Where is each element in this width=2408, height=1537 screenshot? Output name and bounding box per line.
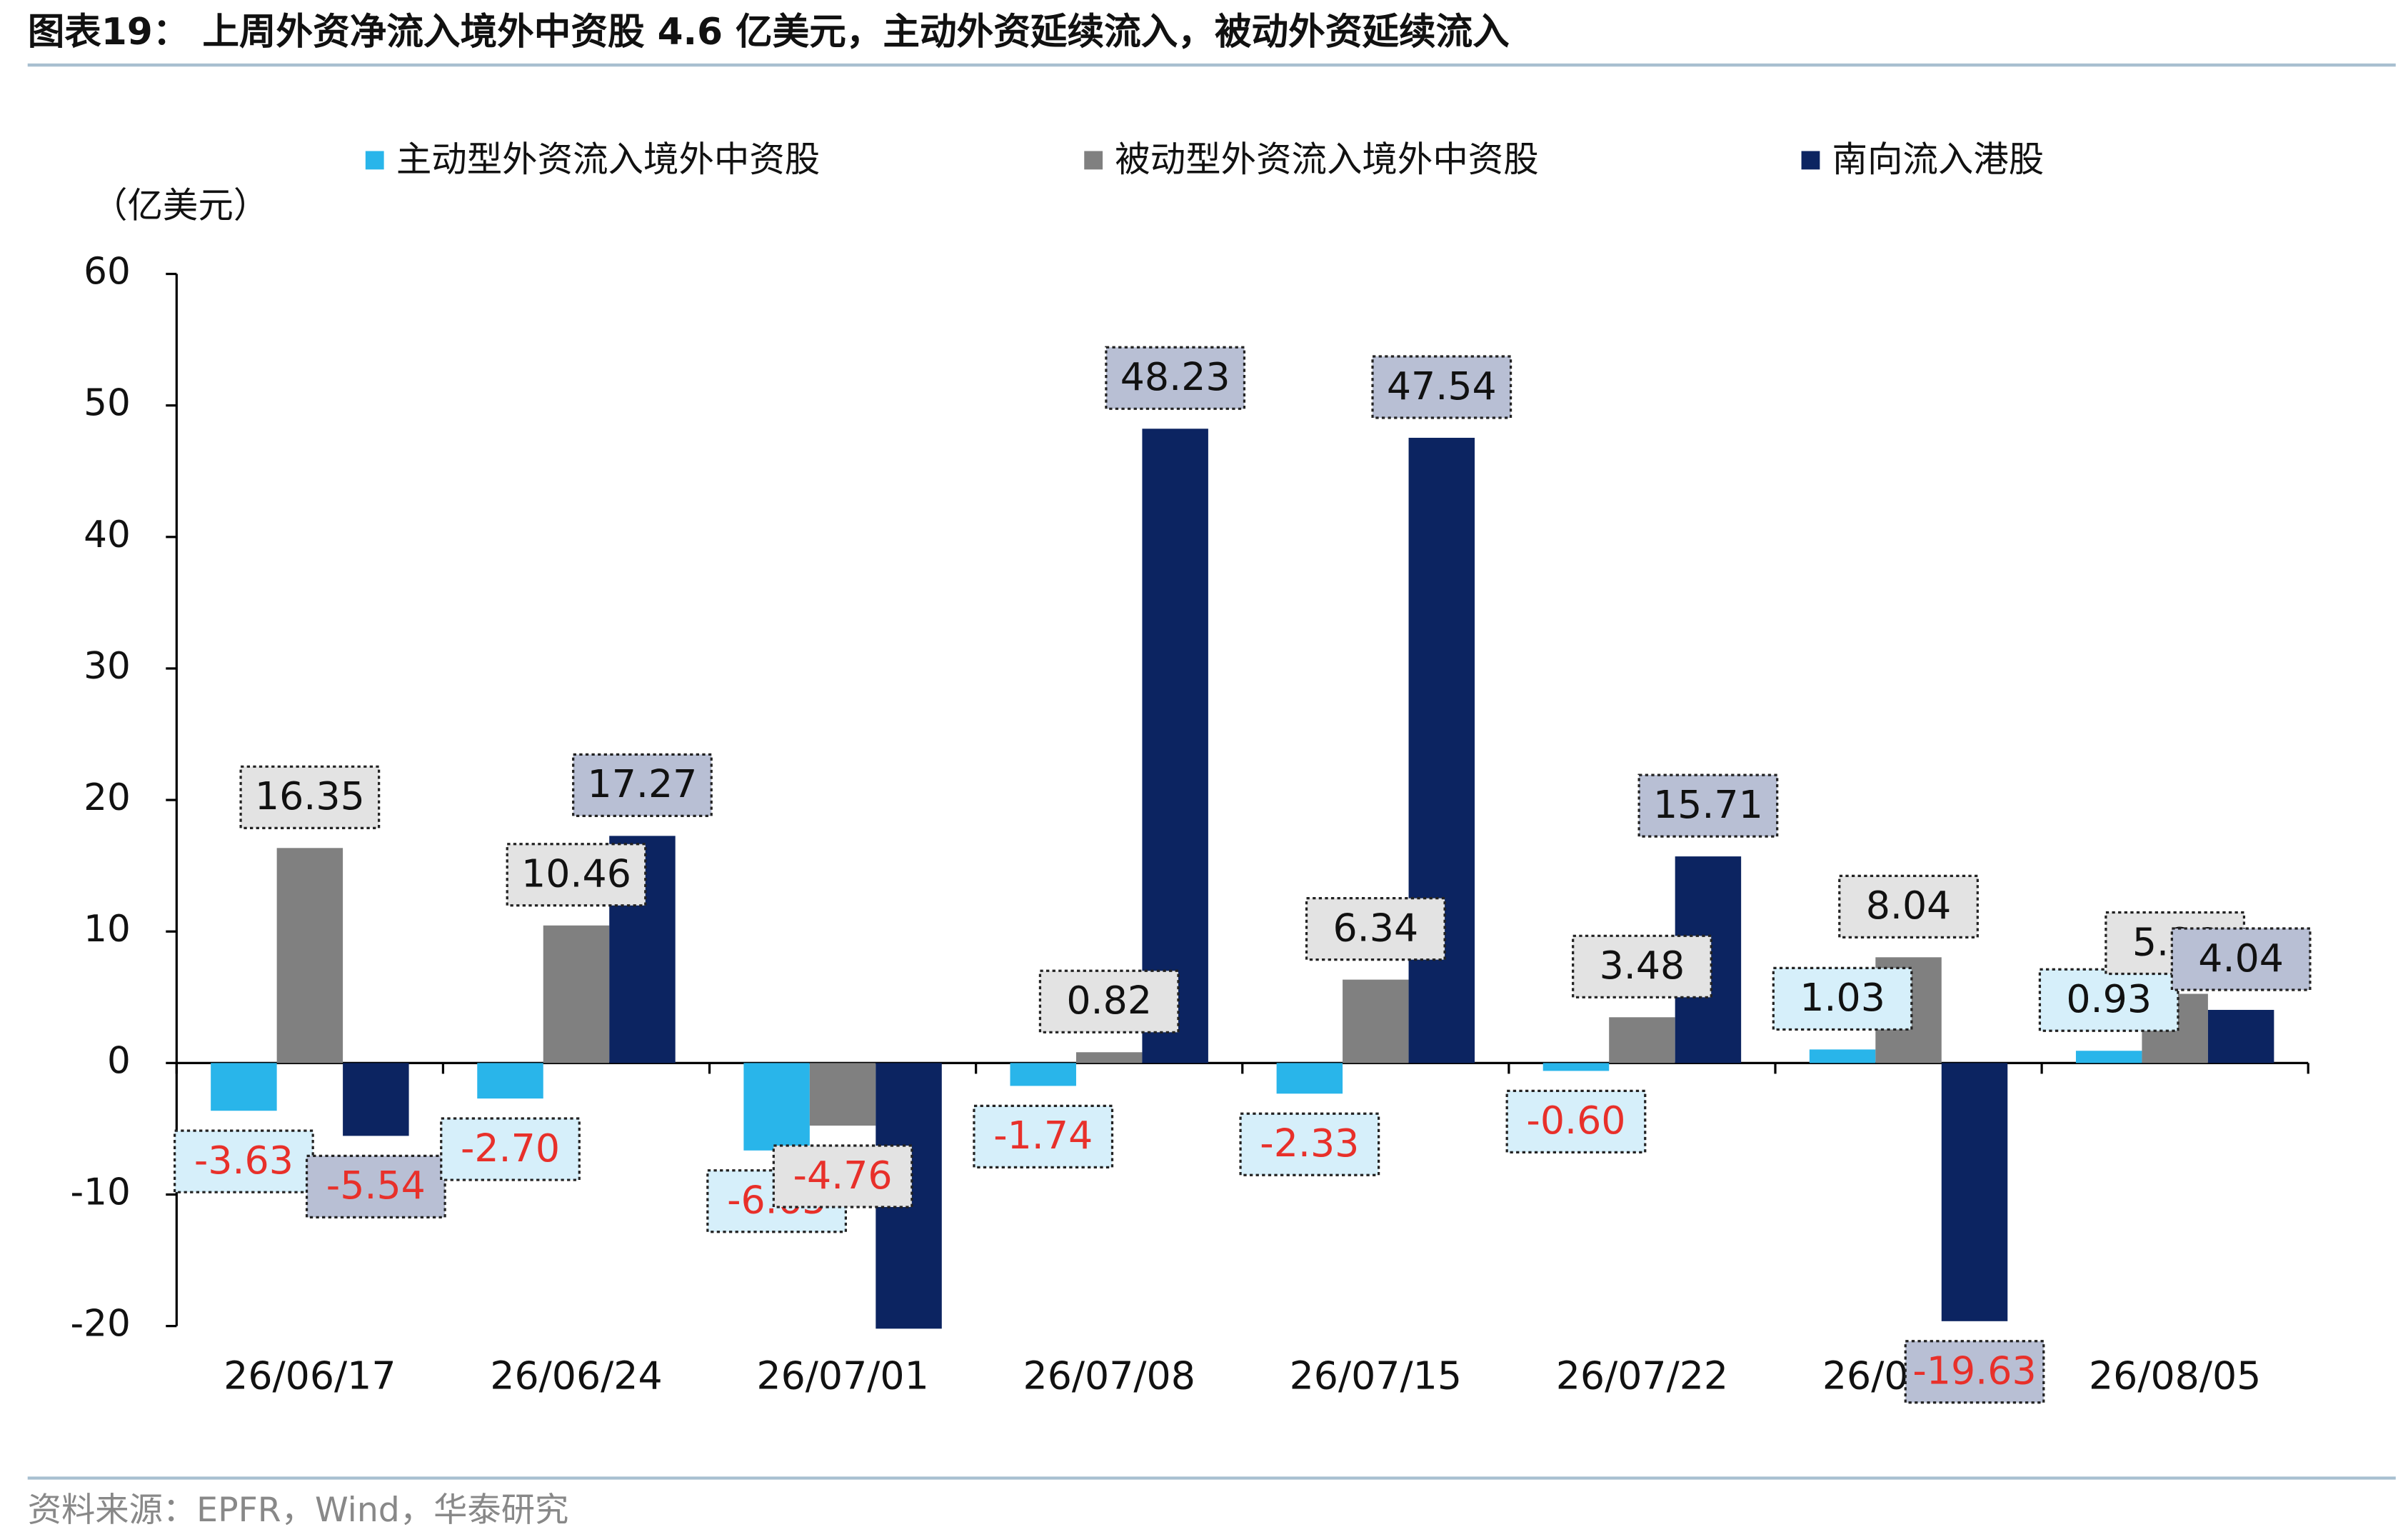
- bar: [276, 848, 343, 1063]
- y-tick-label: 30: [84, 645, 131, 688]
- value-label-box: [239, 765, 381, 829]
- bar: [1809, 1049, 1876, 1063]
- value-label-box: [1371, 355, 1512, 419]
- source: 资料来源：EPFR，Wind，华泰研究: [28, 1491, 569, 1530]
- y-tick-label: 0: [107, 1039, 131, 1082]
- bar: [2207, 1009, 2274, 1063]
- bar: [1542, 1063, 1610, 1071]
- value-label-box: [1505, 1089, 1647, 1153]
- bar: [543, 925, 610, 1063]
- legend-label: 被动型外资流入境外中资股: [1115, 139, 1538, 180]
- value-label-box: [772, 1144, 913, 1208]
- value-label-box: [506, 843, 647, 907]
- value-label: 10.46: [521, 851, 631, 896]
- value-label: 17.27: [588, 761, 698, 806]
- value-label-box: [174, 1129, 314, 1193]
- x-tick-label: 26/08/05: [2089, 1353, 2261, 1398]
- value-label: -4.76: [793, 1153, 893, 1198]
- value-label: -5.54: [326, 1163, 426, 1208]
- bar: [477, 1063, 543, 1099]
- x-tick-label: 26/06/24: [490, 1353, 662, 1398]
- value-label: -19.63: [1912, 1348, 2036, 1393]
- bar: [2075, 1051, 2142, 1063]
- x-tick-label: 26/07/01: [756, 1353, 928, 1398]
- value-label-box: [1637, 773, 1779, 838]
- bar: [1075, 1052, 1143, 1063]
- value-label-box: [973, 1104, 1114, 1168]
- value-label: -3.63: [194, 1138, 294, 1183]
- bar: [1276, 1063, 1343, 1094]
- legend-swatch: [1084, 151, 1103, 170]
- bar: [743, 1063, 810, 1151]
- legend-swatch: [365, 151, 384, 170]
- value-label: -0.60: [1526, 1098, 1625, 1143]
- bar: [1408, 437, 1475, 1063]
- value-label-box: [1772, 966, 1913, 1031]
- value-label-box: [1305, 897, 1446, 961]
- value-label: -2.70: [461, 1126, 560, 1171]
- value-label-box: [1838, 874, 1979, 938]
- x-tick-label: 26/07/22: [1556, 1353, 1728, 1398]
- bar: [1010, 1063, 1076, 1086]
- bar: [1941, 1063, 2008, 1321]
- value-label: 3.48: [1600, 943, 1685, 988]
- value-label-box: [572, 753, 713, 818]
- y-tick-label: 60: [84, 251, 131, 294]
- value-label: 4.04: [2198, 936, 2284, 981]
- bar: [1343, 979, 1409, 1063]
- bar: [343, 1063, 409, 1136]
- legend-label: 南向流入港股: [1832, 139, 2045, 180]
- value-label-box: [1572, 934, 1712, 998]
- value-label: 1.03: [1800, 975, 1885, 1020]
- bar: [211, 1063, 277, 1111]
- value-label-box: [1904, 1340, 2045, 1404]
- value-label: 6.34: [1333, 905, 1418, 950]
- x-tick-label: 26/07/08: [1023, 1353, 1195, 1398]
- value-label: -1.74: [993, 1113, 1093, 1158]
- value-label-box: [305, 1154, 446, 1218]
- value-label: 0.82: [1066, 978, 1152, 1023]
- value-label-box: [1239, 1112, 1380, 1176]
- y-axis-label: （亿美元）: [92, 185, 269, 226]
- bar: [1142, 429, 1208, 1063]
- value-label-box: [440, 1117, 581, 1181]
- value-label: 48.23: [1120, 354, 1230, 399]
- value-label: 15.71: [1653, 782, 1763, 827]
- value-label: 16.35: [255, 773, 365, 818]
- value-label: 0.93: [2066, 976, 2152, 1021]
- x-tick-label: 26/07/15: [1290, 1353, 1462, 1398]
- y-tick-label: 40: [84, 514, 131, 556]
- bar: [1609, 1017, 1675, 1063]
- value-label: 8.04: [1866, 883, 1952, 928]
- bar: [809, 1063, 876, 1126]
- legend-swatch: [1801, 151, 1820, 170]
- value-label: 47.54: [1387, 364, 1497, 409]
- legend-label: 主动型外资流入境外中资股: [396, 139, 820, 180]
- y-tick-label: 10: [84, 908, 131, 951]
- value-label-box: [1105, 346, 1246, 410]
- y-tick-label: -10: [70, 1171, 130, 1213]
- chart-title: 图表19： 上周外资净流入境外中资股 4.6 亿美元，主动外资延续流入，被动外资…: [28, 11, 1510, 54]
- value-label-box: [2170, 927, 2312, 991]
- y-tick-label: 50: [84, 382, 131, 425]
- value-label-box: [1038, 969, 1180, 1033]
- y-tick-label: -20: [70, 1303, 130, 1346]
- value-label: -2.33: [1260, 1121, 1359, 1166]
- y-tick-label: 20: [84, 776, 131, 819]
- x-tick-label: 26/06/17: [224, 1353, 396, 1398]
